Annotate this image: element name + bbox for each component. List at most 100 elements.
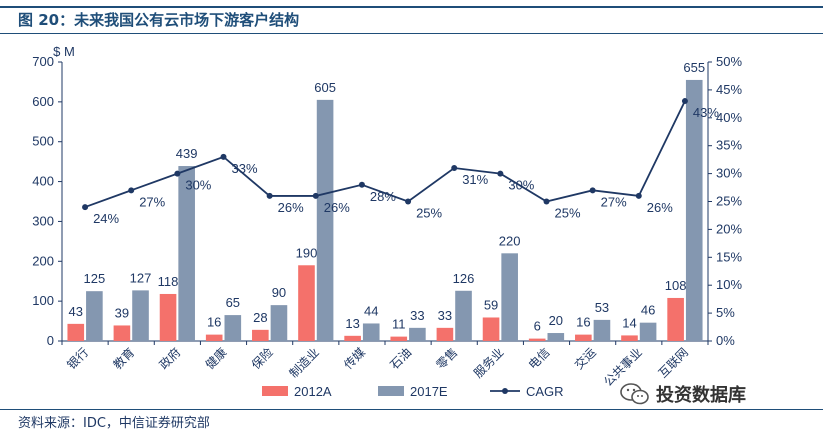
label-2012a: 190 <box>296 245 318 260</box>
bar-2012a <box>667 297 684 341</box>
label-2017e: 44 <box>364 303 378 318</box>
bar-2017e <box>685 79 703 341</box>
x-tick-label: 保险 <box>248 345 276 373</box>
label-2017e: 655 <box>683 60 705 75</box>
legend-label: CAGR <box>526 384 564 399</box>
label-cagr: 26% <box>278 200 304 215</box>
bar-2017e <box>178 166 195 341</box>
bar-2012a <box>344 335 361 341</box>
bar-2017e <box>547 333 565 341</box>
cagr-point <box>312 192 319 199</box>
bar-2017e <box>224 315 242 341</box>
label-cagr: 43% <box>693 105 719 120</box>
label-2012a: 16 <box>576 315 590 330</box>
y2-tick-label: 40% <box>716 110 742 125</box>
bar-2017e <box>362 323 380 341</box>
legend-swatch-cagr-dot <box>502 388 508 394</box>
label-2017e: 33 <box>410 308 424 323</box>
cagr-point <box>543 198 550 205</box>
label-2012a: 11 <box>392 317 406 332</box>
cagr-point <box>220 153 227 160</box>
figure-title: 图 20：未来我国公有云市场下游客户结构 <box>18 11 300 29</box>
label-cagr: 27% <box>601 194 627 209</box>
cagr-line <box>82 98 688 211</box>
cagr-point <box>589 187 596 194</box>
y2-tick-label: 20% <box>716 221 742 236</box>
bar-2012a <box>298 265 315 341</box>
label-2012a: 59 <box>484 297 498 312</box>
cagr-point <box>497 170 504 177</box>
bar-2012a <box>67 323 85 341</box>
cagr-point <box>128 187 135 194</box>
x-tick-label: 健康 <box>202 345 230 373</box>
legend-label: 2017E <box>410 384 448 399</box>
y2-tick-label: 30% <box>716 166 742 181</box>
label-cagr: 30% <box>508 178 534 193</box>
title-rule <box>0 33 823 34</box>
label-2017e: 65 <box>226 295 240 310</box>
bar-2017e <box>270 305 288 341</box>
y-tick-label: 100 <box>32 293 54 308</box>
bar-2017e <box>86 291 103 341</box>
cagr-point <box>451 165 458 172</box>
cagr-point <box>681 98 688 105</box>
label-2012a: 108 <box>665 278 687 293</box>
label-2017e: 127 <box>130 270 152 285</box>
y-tick-label: 200 <box>32 253 54 268</box>
label-cagr: 30% <box>185 178 211 193</box>
cagr-point <box>82 204 89 211</box>
bar-2017e <box>132 290 149 341</box>
y-tick-label: 0 <box>47 333 54 348</box>
cagr-point <box>405 198 412 205</box>
x-tick-label: 教育 <box>110 345 138 373</box>
source-note: 资料来源：IDC，中信证券研究部 <box>18 416 210 431</box>
y2-tick-label: 10% <box>716 277 742 292</box>
bars <box>67 79 703 341</box>
label-cagr: 24% <box>93 211 119 226</box>
wechat-icon <box>620 383 649 405</box>
label-cagr: 25% <box>416 206 442 221</box>
y-tick-label: 400 <box>32 174 54 189</box>
bar-2012a <box>205 334 223 341</box>
x-tick-label: 政府 <box>156 345 184 373</box>
label-2017e: 125 <box>84 271 106 286</box>
bar-2012a <box>528 338 546 341</box>
cagr-point <box>358 181 365 188</box>
x-tick-label: 制造业 <box>287 345 322 380</box>
watermark-text: 投资数据库 <box>656 385 746 406</box>
label-cagr: 25% <box>555 206 581 221</box>
label-cagr: 33% <box>232 161 258 176</box>
label-cagr: 27% <box>139 194 165 209</box>
x-tick-label: 服务业 <box>470 345 506 381</box>
label-2012a: 14 <box>622 315 636 330</box>
bar-2012a <box>159 293 177 341</box>
x-tick-label: 互联网 <box>656 345 691 380</box>
bottom-rule <box>0 409 823 410</box>
y-tick-label: 700 <box>32 54 54 69</box>
x-tick-label: 零售 <box>433 345 461 373</box>
y2-tick-label: 5% <box>716 305 735 320</box>
label-2017e: 220 <box>499 233 521 248</box>
legend: 2012A 2017E CAGR <box>262 384 564 399</box>
legend-label: 2012A <box>294 384 332 399</box>
cagr-point <box>635 192 642 199</box>
cagr-point <box>174 170 181 177</box>
label-2012a: 16 <box>207 315 221 330</box>
x-tick-label: 银行 <box>64 345 91 372</box>
bar-2017e <box>501 253 518 341</box>
data-labels: 43 125 39 127 118 439 16 65 28 90 190 605 13 44 11 33 33… <box>69 60 720 334</box>
bar-2017e <box>455 290 472 341</box>
y2-tick-label: 50% <box>716 54 742 69</box>
bar-2012a <box>113 325 131 341</box>
bar-2017e <box>409 327 426 341</box>
watermark: 投资数据库 <box>620 381 746 407</box>
y2-tick-label: 25% <box>716 194 742 209</box>
y-tick-label: 600 <box>32 94 54 109</box>
label-cagr: 26% <box>647 200 673 215</box>
chart: 0 100 200 300 400 500 600 700$ M 0% 5% 10% 15% 20% 25… <box>32 44 742 399</box>
x-tick-label: 传媒 <box>340 345 368 373</box>
label-2012a: 33 <box>438 308 452 323</box>
label-2017e: 439 <box>176 146 198 161</box>
bar-2017e <box>639 322 657 341</box>
y2-tick-label: 35% <box>716 138 742 153</box>
